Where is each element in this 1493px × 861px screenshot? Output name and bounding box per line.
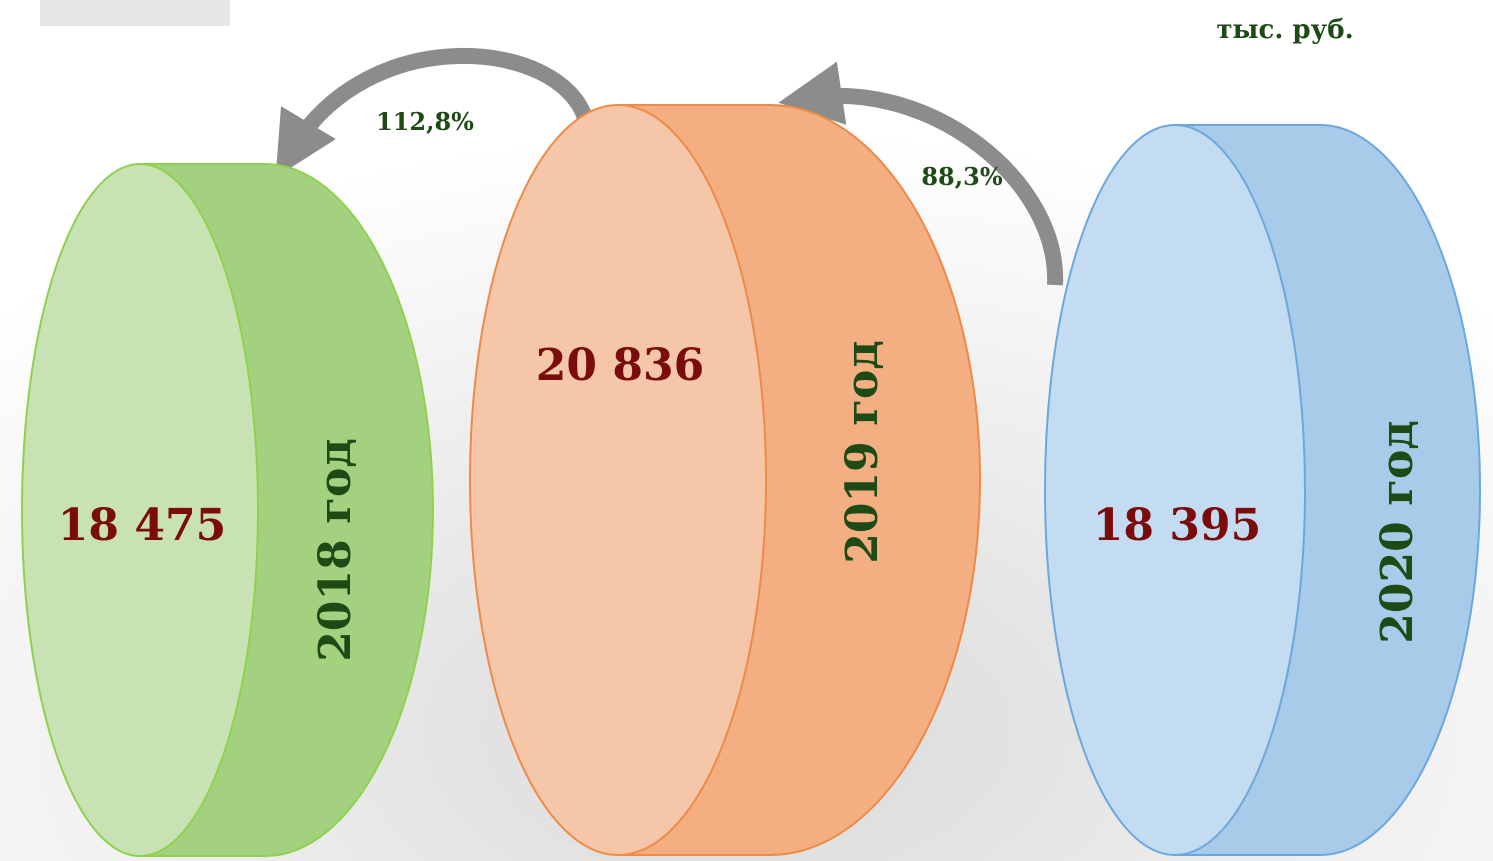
change-label: 88,3%: [921, 162, 1002, 191]
unit-label: тыс. руб.: [1216, 15, 1353, 45]
infographic: 18 475 2018 год 20 836 2019 год 18 395 2020 г…: [0, 0, 1493, 861]
corner-image: [40, 0, 230, 26]
coin-value: 18 475: [58, 500, 226, 551]
coin-face: [1045, 125, 1305, 855]
change-label: 112,8%: [376, 107, 474, 136]
coin-value: 20 836: [536, 340, 704, 391]
coin-year: 2018 год: [310, 438, 361, 661]
coin-face: [470, 105, 766, 855]
coin-year: 2020 год: [1372, 420, 1423, 643]
coin-value: 18 395: [1093, 500, 1261, 551]
coin-year: 2019 год: [837, 340, 888, 563]
